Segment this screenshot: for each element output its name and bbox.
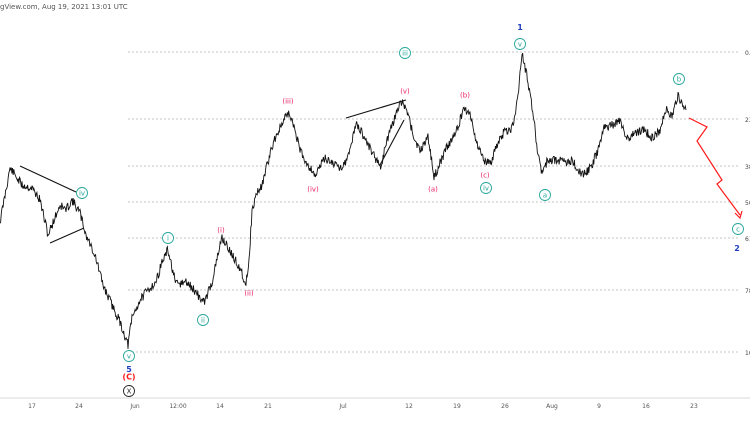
trend-line: [345, 99, 407, 119]
fib-level-label: 61: [745, 236, 750, 243]
projection-path: [688, 117, 741, 216]
x-tick-label: 12: [405, 403, 413, 410]
wave-label-circle: [480, 182, 492, 194]
wave-label-circle: [399, 47, 411, 59]
wave-label: i: [167, 235, 169, 243]
wave-label-circle: [76, 187, 88, 199]
price-series-line: [0, 52, 687, 349]
fib-level-label: 78: [745, 288, 750, 295]
wave-label: a: [543, 192, 547, 200]
x-tick-label: 26: [501, 403, 509, 410]
fib-level-label: 23: [745, 117, 750, 124]
fib-level-label: 50: [745, 200, 750, 207]
wave-label: iv: [79, 190, 85, 198]
wave-label: (c): [480, 172, 490, 180]
wave-label: c: [736, 226, 740, 234]
trend-line: [49, 227, 85, 244]
wave-label: b: [677, 76, 682, 84]
wave-label-circle: [197, 314, 209, 326]
wave-label-circle: [123, 385, 135, 397]
wave-label: (a): [428, 186, 438, 194]
x-tick-label: Aug: [546, 403, 558, 410]
x-tick-label: 14: [216, 403, 224, 410]
wave-label: (v): [400, 88, 410, 96]
wave-label: (C): [122, 373, 135, 382]
wave-label: v: [518, 41, 522, 49]
wave-label: (iii): [282, 98, 294, 106]
trend-line: [19, 165, 77, 193]
wave-label-circle: [673, 73, 685, 85]
x-tick-label: 21: [264, 403, 272, 410]
projection-arrowhead: [734, 210, 743, 220]
fib-level-label: 10: [745, 350, 750, 357]
x-tick-label: Jun: [129, 403, 140, 410]
x-tick-label: 24: [75, 403, 83, 410]
x-tick-label: 12:00: [169, 403, 186, 410]
x-tick-label: 9: [597, 403, 601, 410]
wave-label: (i): [217, 227, 225, 235]
wave-label: 1: [517, 23, 523, 32]
wave-label: 2: [734, 244, 740, 253]
trend-line: [379, 119, 405, 166]
wave-label: (b): [460, 92, 470, 100]
wave-label: (iv): [307, 186, 319, 194]
fib-level-label: 38: [745, 164, 750, 171]
wave-label-circle: [123, 350, 135, 362]
wave-label: iii: [402, 50, 408, 58]
wave-label: v: [127, 353, 131, 361]
wave-label-circle: [732, 223, 744, 235]
wave-label-circle: [514, 38, 526, 50]
wave-label-circle: [162, 232, 174, 244]
chart-header: gView.com, Aug 19, 2021 13:01 UTC: [0, 3, 128, 11]
wave-label: iv: [483, 185, 489, 193]
wave-label: (ii): [244, 290, 254, 298]
wave-label: X: [127, 388, 132, 396]
x-tick-label: 16: [642, 403, 650, 410]
x-tick-label: Jul: [338, 403, 347, 410]
wave-label: ii: [201, 317, 205, 325]
x-tick-label: 19: [453, 403, 461, 410]
x-tick-label: 17: [28, 403, 36, 410]
wave-label: 5: [126, 365, 132, 374]
wave-label-circle: [539, 189, 551, 201]
fib-level-label: 0.: [745, 50, 750, 57]
x-tick-label: 23: [690, 403, 698, 410]
